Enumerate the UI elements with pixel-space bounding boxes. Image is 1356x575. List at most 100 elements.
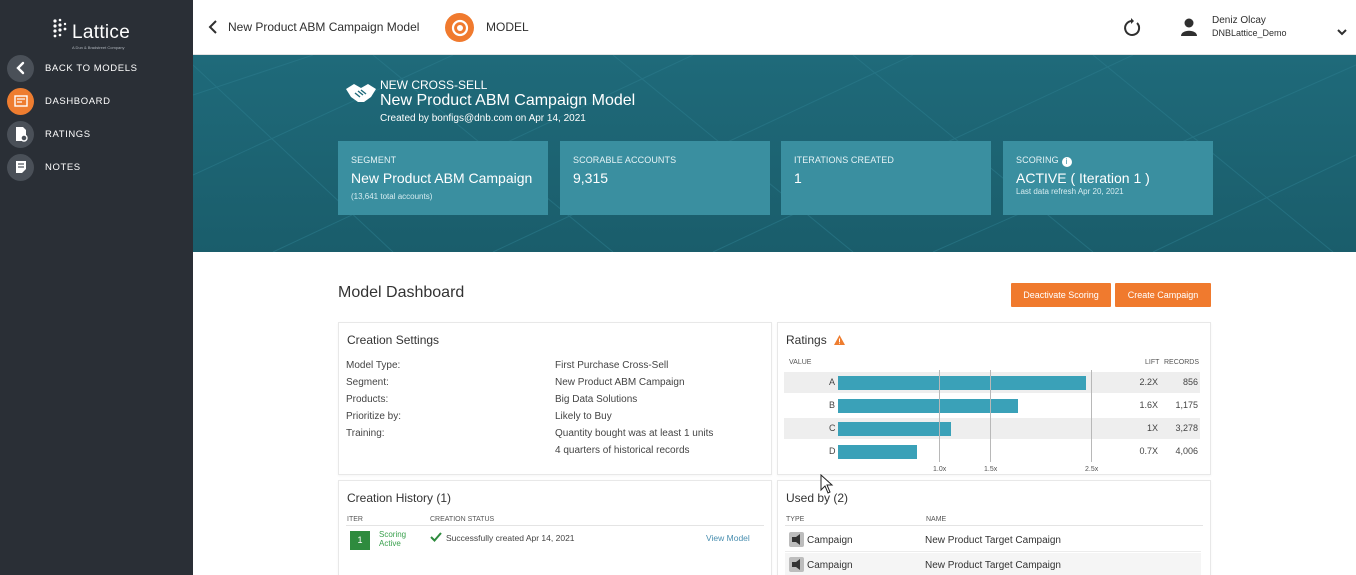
stat-iterations-created: ITERATIONS CREATED 1 — [781, 141, 991, 215]
col-header-value: VALUE — [789, 359, 812, 366]
stat-label: SEGMENT — [351, 155, 397, 165]
stat-label: SCORING i — [1016, 155, 1072, 167]
stat-label-text: SCORING — [1016, 155, 1059, 165]
deactivate-scoring-button[interactable]: Deactivate Scoring — [1011, 283, 1111, 307]
stat-value: New Product ABM Campaign — [351, 170, 533, 186]
setting-value: 4 quarters of historical records — [555, 445, 690, 456]
used-by-row[interactable]: Campaign New Product Target Campaign — [785, 553, 1201, 575]
model-label: MODEL — [486, 20, 529, 34]
setting-value: Big Data Solutions — [555, 394, 638, 405]
top-bar: New Product ABM Campaign Model MODEL Den… — [193, 0, 1356, 55]
setting-key: Training: — [346, 428, 385, 439]
iteration-badge: 1 — [350, 531, 370, 550]
rating-gridline — [990, 370, 991, 462]
sidebar-item-label: NOTES — [45, 161, 81, 173]
card-title: Creation Settings — [347, 333, 440, 347]
stat-scorable-accounts: SCORABLE ACCOUNTS 9,315 — [560, 141, 770, 215]
setting-value: Quantity bought was at least 1 units — [555, 428, 714, 439]
rating-row-c: C 1X 3,278 — [784, 418, 1200, 439]
rating-axis-tick: 1.0x — [933, 466, 947, 473]
info-icon[interactable]: i — [1061, 157, 1072, 167]
creation-status-text: Successfully created Apr 14, 2021 — [446, 533, 575, 543]
rating-letter: B — [829, 400, 836, 410]
creation-history-card: Creation History (1) ITER CREATION STATU… — [338, 480, 772, 575]
col-header-lift: LIFT — [1145, 359, 1160, 366]
divider — [346, 525, 764, 526]
rating-row-b: B 1.6X 1,175 — [784, 395, 1200, 416]
used-by-type: Campaign — [807, 535, 853, 546]
sidebar-item-notes[interactable]: NOTES — [0, 152, 193, 182]
used-by-type: Campaign — [807, 560, 853, 571]
rating-row-d: D 0.7X 4,006 — [784, 441, 1200, 462]
col-header-iter: ITER — [347, 516, 363, 523]
dashboard-icon — [7, 87, 34, 115]
col-header-name: NAME — [926, 516, 947, 523]
rating-axis-tick: 2.5x — [1085, 466, 1099, 473]
model-header: NEW CROSS-SELL New Product ABM Campaign … — [193, 55, 1356, 252]
rating-bar — [838, 422, 951, 436]
lattice-logo: Lattice A Dun & Bradstreet Company — [52, 16, 152, 52]
setting-key: Products: — [346, 394, 389, 405]
model-badge-icon — [445, 13, 474, 42]
page-title: Model Dashboard — [338, 284, 465, 301]
rating-records: 4,006 — [1175, 446, 1198, 456]
stat-value: ACTIVE ( Iteration 1 ) — [1016, 170, 1150, 186]
card-title: Creation History (1) — [347, 491, 452, 505]
stat-sub: (13,641 total accounts) — [351, 192, 433, 201]
card-title: Ratings — [786, 333, 846, 347]
chevron-left-icon — [7, 54, 34, 82]
sidebar-item-ratings[interactable]: RATINGS — [0, 119, 193, 149]
create-campaign-button[interactable]: Create Campaign — [1115, 283, 1211, 307]
rating-lift: 2.2X — [1139, 377, 1158, 387]
logo-tagline: A Dun & Bradstreet Company — [72, 45, 125, 50]
stat-label: SCORABLE ACCOUNTS — [573, 155, 677, 165]
warning-icon[interactable] — [834, 335, 846, 345]
sidebar-item-label: RATINGS — [45, 128, 91, 140]
rating-bar — [838, 376, 1086, 390]
used-by-row[interactable]: Campaign New Product Target Campaign — [785, 528, 1201, 552]
history-row: 1 Scoring Active Successfully created Ap… — [339, 527, 771, 555]
stat-segment: SEGMENT New Product ABM Campaign (13,641… — [338, 141, 548, 215]
model-type-kicker: NEW CROSS-SELL — [380, 78, 488, 92]
back-chevron-icon[interactable] — [207, 18, 219, 36]
stat-value: 9,315 — [573, 170, 609, 186]
campaign-icon — [789, 532, 804, 547]
rating-bar — [838, 445, 917, 459]
rating-lift: 1.6X — [1139, 400, 1158, 410]
iteration-state-line1: Scoring — [379, 530, 407, 539]
card-title: Used by (2) — [786, 491, 849, 505]
rating-records: 856 — [1182, 377, 1198, 387]
refresh-icon[interactable] — [1122, 18, 1142, 38]
sidebar-item-back-to-models[interactable]: BACK TO MODELS — [0, 53, 193, 83]
user-name[interactable]: Deniz Olcay — [1212, 15, 1266, 26]
chevron-down-icon[interactable] — [1336, 27, 1348, 37]
col-header-type: TYPE — [786, 516, 805, 523]
sidebar-item-label: BACK TO MODELS — [45, 62, 138, 74]
rating-lift: 1X — [1146, 423, 1158, 433]
used-by-name: New Product Target Campaign — [925, 535, 1061, 546]
rating-records: 1,175 — [1175, 400, 1198, 410]
rating-letter: D — [829, 446, 836, 456]
col-header-creation-status: CREATION STATUS — [430, 516, 495, 523]
rating-gridline — [939, 370, 940, 462]
rating-letter: C — [829, 423, 836, 433]
stat-value: 1 — [794, 170, 802, 186]
rating-axis-tick: 1.5x — [984, 466, 998, 473]
rating-gridline — [1091, 370, 1092, 462]
view-model-link[interactable]: View Model — [706, 533, 750, 543]
setting-value: First Purchase Cross-Sell — [555, 360, 669, 371]
lattice-logo-icon — [53, 18, 67, 38]
iteration-state-line2: Active — [379, 539, 401, 548]
check-icon — [430, 532, 442, 542]
sidebar-item-dashboard[interactable]: DASHBOARD — [0, 86, 193, 116]
model-title: New Product ABM Campaign Model — [380, 92, 636, 109]
divider — [785, 525, 1203, 526]
user-tenant[interactable]: DNBLattice_Demo — [1212, 28, 1287, 38]
used-by-card: Used by (2) TYPE NAME Campaign New Produ… — [777, 480, 1211, 575]
logo-text: Lattice — [72, 22, 131, 43]
setting-key: Prioritize by: — [346, 411, 402, 422]
user-icon[interactable] — [1180, 17, 1198, 37]
sidebar-item-label: DASHBOARD — [45, 95, 111, 107]
creation-settings-card: Creation Settings Model Type: First Purc… — [338, 322, 772, 475]
col-header-records: RECORDS — [1164, 359, 1200, 366]
